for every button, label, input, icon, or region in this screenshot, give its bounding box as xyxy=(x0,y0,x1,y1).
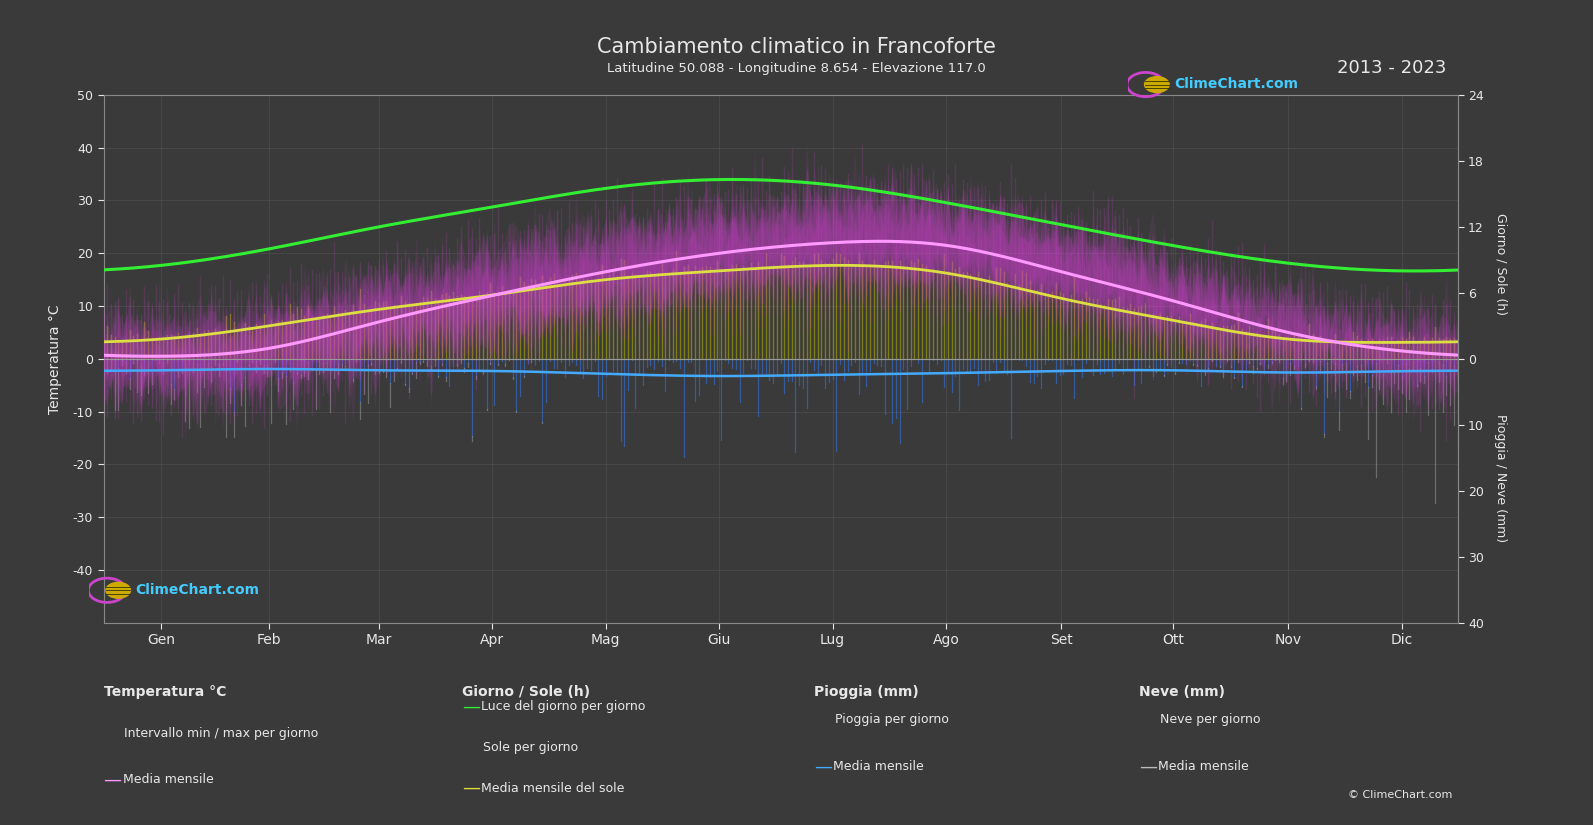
Text: —: — xyxy=(104,771,121,789)
Text: Temperatura °C: Temperatura °C xyxy=(104,685,226,699)
Text: —: — xyxy=(1139,757,1158,776)
Ellipse shape xyxy=(105,582,131,598)
Text: ClimeChart.com: ClimeChart.com xyxy=(135,583,260,596)
Y-axis label: Temperatura °C: Temperatura °C xyxy=(48,304,62,413)
Text: Giorno / Sole (h): Giorno / Sole (h) xyxy=(462,685,591,699)
Text: Pioggia per giorno: Pioggia per giorno xyxy=(835,714,948,727)
Text: Sole per giorno: Sole per giorno xyxy=(483,741,578,754)
Text: —: — xyxy=(814,757,833,776)
Text: Media mensile: Media mensile xyxy=(833,760,924,773)
Text: 2013 - 2023: 2013 - 2023 xyxy=(1337,59,1446,78)
Text: Latitudine 50.088 - Longitudine 8.654 - Elevazione 117.0: Latitudine 50.088 - Longitudine 8.654 - … xyxy=(607,62,986,75)
Ellipse shape xyxy=(1144,77,1169,92)
Text: Media mensile del sole: Media mensile del sole xyxy=(481,781,624,794)
Text: © ClimeChart.com: © ClimeChart.com xyxy=(1348,790,1453,800)
Text: Pioggia / Neve (mm): Pioggia / Neve (mm) xyxy=(1494,414,1507,543)
Text: —: — xyxy=(462,697,481,715)
Text: Luce del giorno per giorno: Luce del giorno per giorno xyxy=(481,700,645,713)
Text: Media mensile: Media mensile xyxy=(123,773,213,786)
Text: —: — xyxy=(462,779,481,797)
Text: Cambiamento climatico in Francoforte: Cambiamento climatico in Francoforte xyxy=(597,37,996,57)
Text: Pioggia (mm): Pioggia (mm) xyxy=(814,685,919,699)
Text: Intervallo min / max per giorno: Intervallo min / max per giorno xyxy=(124,727,319,740)
Text: Neve (mm): Neve (mm) xyxy=(1139,685,1225,699)
Text: Media mensile: Media mensile xyxy=(1158,760,1249,773)
Text: Neve per giorno: Neve per giorno xyxy=(1160,714,1260,727)
Text: Giorno / Sole (h): Giorno / Sole (h) xyxy=(1494,213,1507,315)
Text: ClimeChart.com: ClimeChart.com xyxy=(1174,78,1298,91)
